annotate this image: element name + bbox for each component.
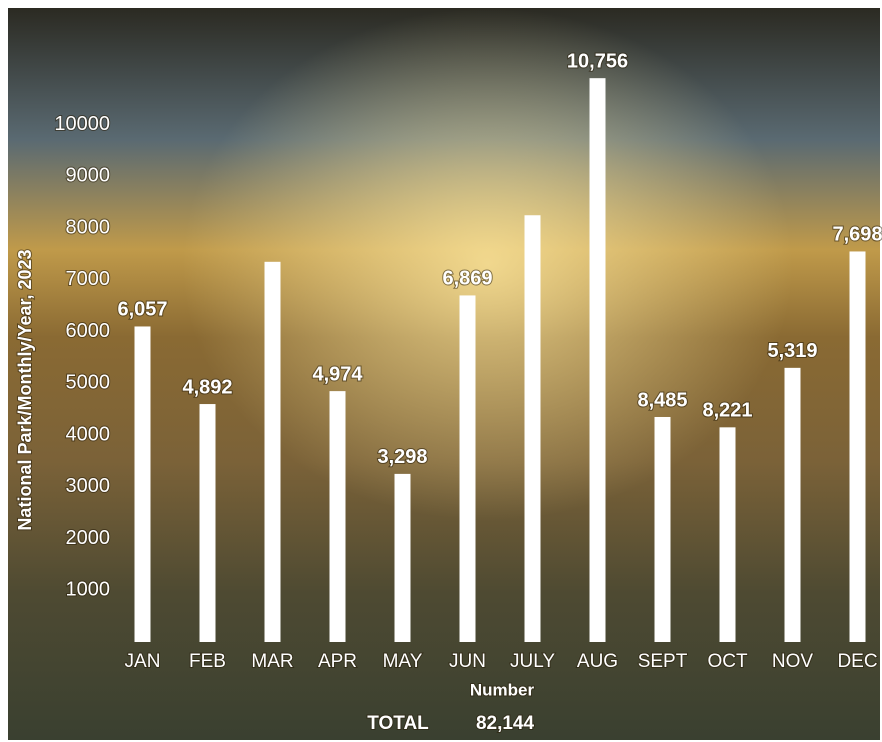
y-tick-label: 4000 bbox=[66, 423, 111, 445]
y-tick-label: 3000 bbox=[66, 475, 111, 497]
bar bbox=[589, 78, 606, 642]
x-tick-label: JULY bbox=[510, 651, 555, 672]
x-tick-label: APR bbox=[318, 651, 357, 672]
x-axis-label: Number bbox=[470, 680, 535, 699]
y-axis-label: National Park/Monthly/Year, 2023 bbox=[15, 249, 35, 530]
y-tick-label: 1000 bbox=[66, 579, 111, 601]
data-label: 5,319 bbox=[767, 340, 817, 362]
data-label: 4,892 bbox=[182, 376, 232, 398]
total-value: 82,144 bbox=[476, 713, 535, 734]
y-tick-label: 8000 bbox=[66, 216, 111, 238]
x-tick-label: SEPT bbox=[638, 651, 688, 672]
data-label: 6,057 bbox=[117, 299, 167, 321]
bar bbox=[784, 367, 801, 642]
y-tick-label: 5000 bbox=[66, 372, 111, 394]
data-label: 10,756 bbox=[567, 50, 628, 72]
total-label: TOTAL bbox=[367, 713, 429, 734]
bar bbox=[264, 261, 281, 642]
x-tick-label: JUN bbox=[449, 651, 486, 672]
x-tick-label: FEB bbox=[189, 651, 226, 672]
y-tick-label: 2000 bbox=[66, 527, 111, 549]
bar bbox=[459, 295, 476, 642]
bar bbox=[719, 427, 736, 642]
y-tick-label: 6000 bbox=[66, 320, 111, 342]
data-label: 6,869 bbox=[442, 268, 492, 290]
x-tick-label: AUG bbox=[577, 651, 618, 672]
data-label: 8,221 bbox=[702, 400, 752, 422]
x-tick-label: MAY bbox=[383, 651, 423, 672]
x-tick-label: DEC bbox=[837, 651, 877, 672]
bar bbox=[524, 215, 541, 642]
x-tick-label: NOV bbox=[772, 651, 814, 672]
data-label: 7,698 bbox=[832, 224, 882, 246]
x-tick-label: MAR bbox=[251, 651, 293, 672]
bar bbox=[134, 326, 151, 642]
x-tick-label: JAN bbox=[125, 651, 161, 672]
y-tick-label: 9000 bbox=[66, 165, 111, 187]
bar bbox=[394, 473, 411, 642]
bar bbox=[329, 391, 346, 642]
data-label: 8,485 bbox=[637, 389, 687, 411]
bar bbox=[849, 251, 866, 642]
y-tick-label: 10000 bbox=[54, 113, 110, 135]
bar bbox=[199, 404, 216, 642]
x-tick-label: OCT bbox=[707, 651, 748, 672]
data-label: 3,298 bbox=[377, 446, 427, 468]
y-tick-label: 7000 bbox=[66, 268, 111, 290]
data-label: 4,974 bbox=[312, 363, 363, 385]
bar bbox=[654, 416, 671, 642]
